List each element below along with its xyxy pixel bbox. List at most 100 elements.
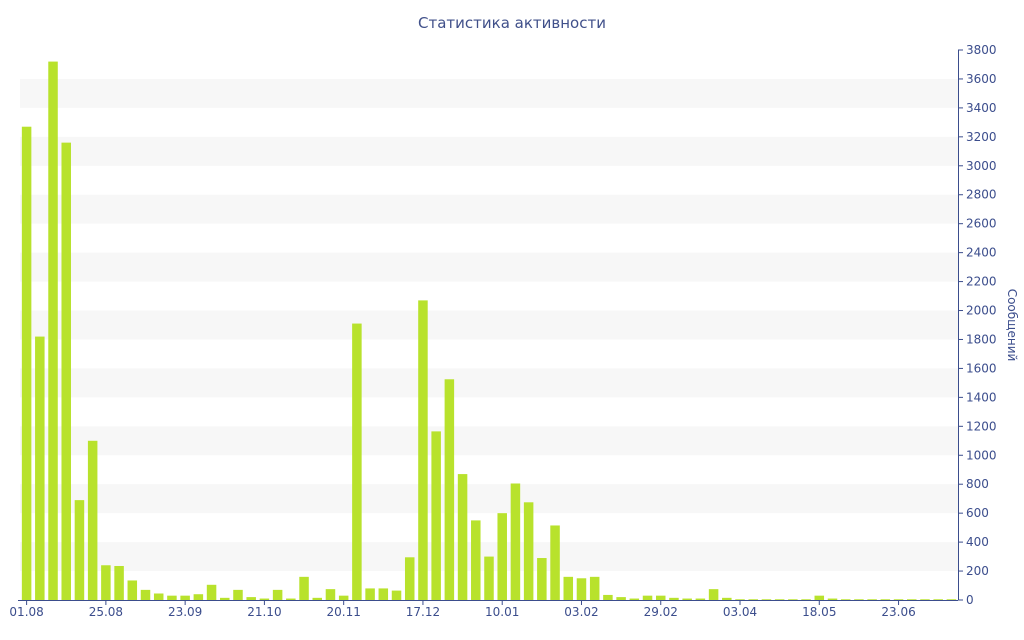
bar bbox=[629, 598, 640, 600]
bar bbox=[272, 589, 283, 600]
bar bbox=[457, 474, 468, 600]
bar bbox=[867, 599, 877, 600]
x-tick-label: 21.10 bbox=[247, 605, 281, 619]
bar bbox=[550, 525, 560, 600]
bar bbox=[880, 599, 891, 600]
bar bbox=[497, 513, 507, 600]
bar bbox=[576, 578, 587, 600]
bar bbox=[669, 597, 679, 600]
bar bbox=[378, 588, 389, 600]
y-tick-label: 2600 bbox=[966, 217, 997, 231]
y-tick-label: 3200 bbox=[966, 130, 997, 144]
x-tick-label: 10.01 bbox=[485, 605, 519, 619]
bar bbox=[471, 520, 481, 600]
x-tick-label: 20.11 bbox=[326, 605, 360, 619]
y-tick-label: 2000 bbox=[966, 304, 997, 318]
bar bbox=[827, 598, 838, 600]
bar bbox=[854, 599, 864, 600]
bar bbox=[933, 599, 943, 600]
bar bbox=[87, 440, 98, 600]
y-axis-title: Сообщений bbox=[1005, 289, 1019, 362]
bar bbox=[246, 597, 256, 600]
bar bbox=[206, 584, 217, 600]
x-tick-label: 03.02 bbox=[564, 605, 598, 619]
bar bbox=[893, 599, 904, 600]
grid-band bbox=[20, 78, 958, 108]
bar bbox=[101, 565, 111, 600]
bar bbox=[233, 589, 243, 600]
x-tick-label: 29.02 bbox=[644, 605, 678, 619]
bar bbox=[180, 595, 190, 600]
y-tick-label: 3600 bbox=[966, 72, 997, 86]
bar bbox=[21, 126, 32, 601]
bar bbox=[325, 589, 336, 600]
bar bbox=[140, 589, 151, 600]
chart-title: Статистика активности bbox=[418, 14, 606, 32]
y-tick-label: 2800 bbox=[966, 188, 997, 202]
bar bbox=[404, 557, 415, 600]
bar bbox=[708, 589, 719, 600]
bar bbox=[444, 379, 455, 600]
bar bbox=[695, 598, 706, 600]
bar bbox=[523, 502, 534, 600]
bar bbox=[774, 599, 785, 600]
bar bbox=[735, 599, 745, 600]
bar bbox=[840, 599, 851, 600]
y-tick-label: 600 bbox=[966, 506, 989, 520]
bar bbox=[722, 597, 732, 600]
bar bbox=[537, 558, 547, 600]
bar bbox=[286, 598, 296, 600]
bar bbox=[907, 599, 917, 600]
x-tick-label: 03.04 bbox=[723, 605, 757, 619]
x-tick-label: 23.06 bbox=[881, 605, 915, 619]
y-tick-label: 1800 bbox=[966, 332, 997, 346]
bar bbox=[655, 595, 666, 600]
bar bbox=[563, 576, 574, 600]
bar bbox=[920, 599, 930, 600]
y-tick-label: 3800 bbox=[966, 43, 997, 57]
x-tick-label: 23.09 bbox=[168, 605, 202, 619]
y-tick-label: 3400 bbox=[966, 101, 997, 115]
bar bbox=[299, 576, 309, 600]
bar bbox=[167, 595, 177, 600]
grid-band bbox=[20, 310, 958, 340]
bar bbox=[748, 599, 758, 600]
bar bbox=[642, 595, 653, 600]
y-tick-label: 2400 bbox=[966, 246, 997, 260]
bar bbox=[510, 483, 521, 600]
bar bbox=[220, 597, 230, 600]
x-tick-label: 18.05 bbox=[802, 605, 836, 619]
bar bbox=[484, 556, 494, 600]
y-tick-label: 200 bbox=[966, 564, 989, 578]
bar bbox=[48, 61, 58, 600]
bar bbox=[74, 500, 85, 600]
bar bbox=[391, 590, 402, 600]
grid-band bbox=[20, 484, 958, 514]
y-tick-label: 400 bbox=[966, 535, 989, 549]
y-tick-label: 3000 bbox=[966, 159, 997, 173]
y-tick-label: 1000 bbox=[966, 448, 997, 462]
bar bbox=[431, 431, 441, 600]
y-tick-label: 800 bbox=[966, 477, 989, 491]
x-tick-label: 01.08 bbox=[9, 605, 43, 619]
bar bbox=[589, 576, 600, 600]
grid-band bbox=[20, 252, 958, 282]
bar bbox=[312, 597, 323, 600]
bar bbox=[603, 594, 613, 600]
bar bbox=[35, 336, 45, 600]
bar bbox=[946, 599, 957, 600]
bar bbox=[365, 588, 375, 600]
bar bbox=[259, 598, 270, 600]
grid-band bbox=[20, 368, 958, 398]
bar bbox=[127, 580, 138, 600]
grid-band bbox=[20, 426, 958, 456]
x-tick-label: 17.12 bbox=[406, 605, 440, 619]
bar bbox=[801, 599, 811, 600]
y-tick-label: 1400 bbox=[966, 390, 997, 404]
bar bbox=[814, 595, 825, 600]
bar bbox=[788, 599, 798, 600]
grid-band bbox=[20, 194, 958, 224]
x-tick-label: 25.08 bbox=[89, 605, 123, 619]
y-tick-label: 0 bbox=[966, 593, 974, 607]
